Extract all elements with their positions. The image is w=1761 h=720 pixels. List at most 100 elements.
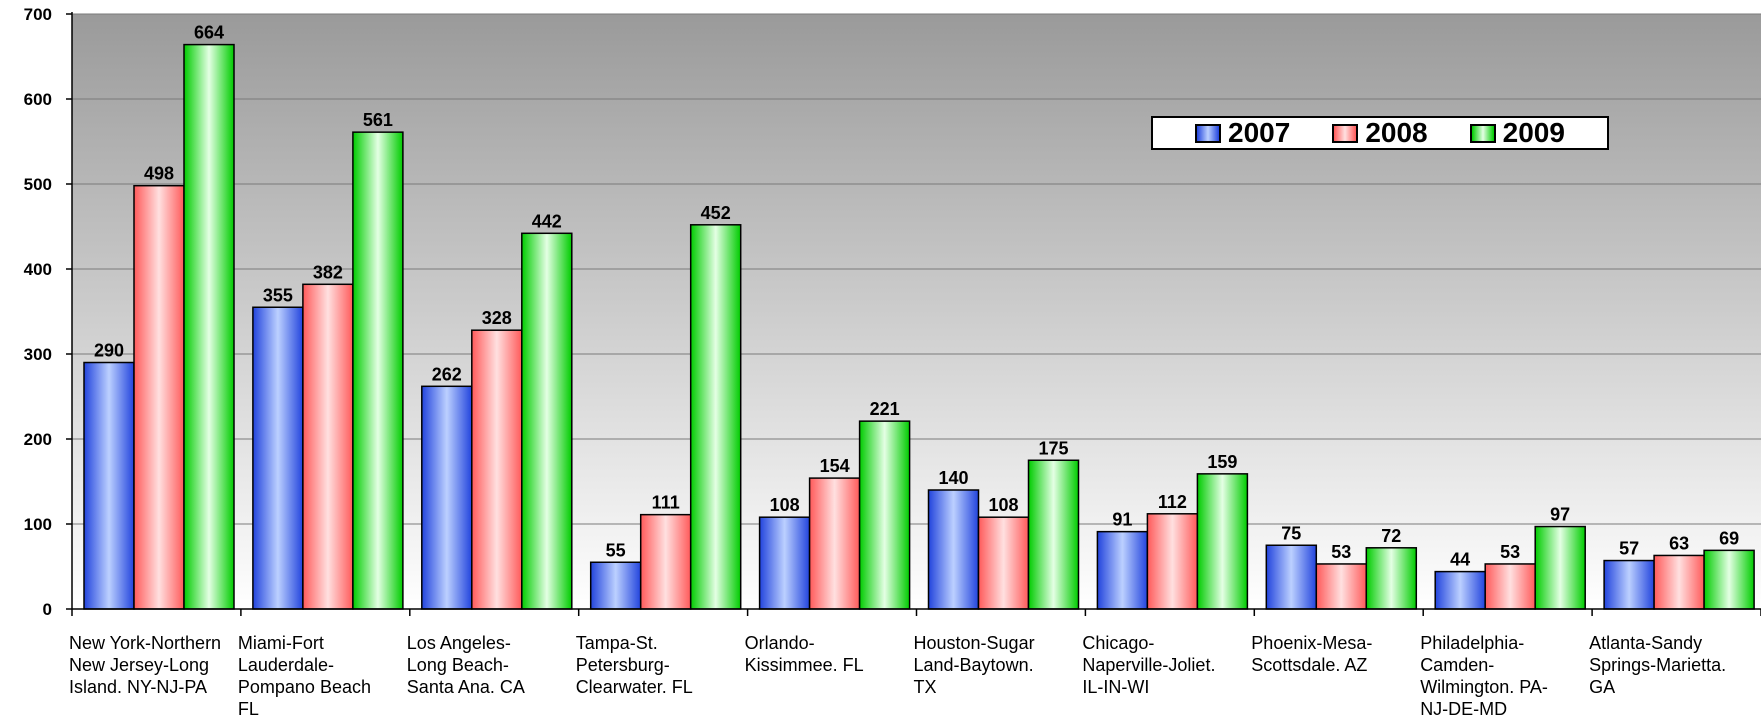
data-label: 69 bbox=[1719, 528, 1739, 548]
x-tick-label-line: Chicago- bbox=[1082, 633, 1155, 653]
x-tick-label-line: Island. NY-NJ-PA bbox=[69, 677, 208, 697]
legend-label-2008: 2008 bbox=[1365, 117, 1428, 148]
y-tick-label: 0 bbox=[43, 600, 52, 619]
bar-2007 bbox=[1096, 530, 1149, 610]
bar-2009 bbox=[689, 224, 742, 610]
x-tick-label-line: Los Angeles- bbox=[406, 633, 511, 653]
bar-2008 bbox=[808, 477, 861, 610]
x-tick-label-line: New Jersey-Long bbox=[69, 655, 210, 675]
y-tick-label: 600 bbox=[24, 90, 52, 109]
x-tick-label-line: Atlanta-Sandy bbox=[1589, 633, 1703, 653]
data-labels: 290 355 262 55 108 140 91 75 44 57 498 382 328 111 154… bbox=[94, 23, 1739, 570]
bar-2007 bbox=[1434, 570, 1486, 610]
x-tick-label-line: IL-IN-WI bbox=[1082, 677, 1150, 697]
bar-2008 bbox=[639, 513, 692, 610]
bar-2009 bbox=[1027, 459, 1080, 610]
bar-2009 bbox=[1534, 525, 1586, 610]
data-label: 112 bbox=[1158, 492, 1187, 512]
data-label: 111 bbox=[652, 493, 680, 513]
x-tick-label-line: Pompano Beach bbox=[237, 677, 371, 697]
x-tick-label: Orlando- Kissimmee. FL bbox=[745, 632, 905, 676]
data-label: 55 bbox=[606, 540, 626, 560]
x-tick-label: Atlanta-Sandy Springs-Marietta. GA bbox=[1589, 632, 1749, 698]
bar-2007 bbox=[1603, 559, 1655, 610]
y-tick-label: 400 bbox=[24, 260, 52, 279]
x-tick-label-line: TX bbox=[913, 677, 937, 697]
bar-2008 bbox=[302, 283, 354, 610]
x-tick-label-line: Scottsdale. AZ bbox=[1251, 655, 1368, 675]
x-tick-label: Houston-Sugar Land-Baytown. TX bbox=[914, 632, 1074, 698]
bar-2008 bbox=[1146, 513, 1199, 610]
legend: 2007 2008 2009 bbox=[1151, 116, 1609, 150]
legend-label-2009: 2009 bbox=[1502, 117, 1565, 148]
x-tick-label-line: GA bbox=[1589, 677, 1616, 697]
data-label: 262 bbox=[432, 364, 462, 384]
bar-2008 bbox=[1315, 563, 1368, 610]
bar-2007 bbox=[927, 489, 980, 610]
data-label: 72 bbox=[1381, 526, 1401, 546]
x-tick-label: New York-Northern New Jersey-Long Island. … bbox=[69, 632, 229, 698]
bar-2008 bbox=[977, 516, 1030, 610]
bars bbox=[83, 43, 1755, 610]
x-tick-label-line: Lauderdale- bbox=[237, 655, 334, 675]
x-tick-label-line: Kissimmee. FL bbox=[744, 655, 864, 675]
data-label: 108 bbox=[770, 495, 800, 515]
data-label: 108 bbox=[988, 495, 1018, 515]
data-label: 53 bbox=[1500, 542, 1520, 562]
bar-2009 bbox=[858, 420, 911, 610]
x-tick-label-line: Clearwater. FL bbox=[575, 677, 693, 697]
x-tick-label-line: Houston-Sugar bbox=[913, 633, 1035, 653]
data-label: 221 bbox=[870, 399, 900, 419]
x-tick-label-line: NJ-DE-MD bbox=[1420, 699, 1508, 719]
x-tick-label-line: Orlando- bbox=[744, 633, 815, 653]
bar-2007 bbox=[83, 361, 135, 610]
data-label: 53 bbox=[1331, 542, 1351, 562]
data-label: 91 bbox=[1112, 510, 1132, 530]
data-label: 57 bbox=[1619, 539, 1639, 559]
x-tick-label-line: Phoenix-Mesa- bbox=[1251, 633, 1373, 653]
bar-2007 bbox=[758, 516, 811, 610]
x-tick-label-line: Camden- bbox=[1420, 655, 1495, 675]
x-tick-label: Chicago- Naperville-Joliet. IL-IN-WI bbox=[1082, 632, 1242, 698]
x-tick-label: Phoenix-Mesa- Scottsdale. AZ bbox=[1251, 632, 1411, 676]
bar-2007 bbox=[589, 561, 642, 610]
bar-2007 bbox=[421, 385, 473, 610]
bar-2008 bbox=[471, 329, 523, 610]
y-tick-label: 100 bbox=[24, 515, 52, 534]
x-tick-label-line: Land-Baytown. bbox=[913, 655, 1034, 675]
data-label: 140 bbox=[938, 468, 968, 488]
y-axis: 0 100 200 300 400 500 600 700 bbox=[24, 5, 73, 619]
bar-2008 bbox=[133, 184, 185, 610]
data-label: 498 bbox=[144, 164, 174, 184]
x-tick-label-line: Tampa-St. bbox=[575, 633, 658, 653]
legend-swatch-2007 bbox=[1195, 123, 1222, 143]
data-label: 561 bbox=[363, 110, 393, 130]
x-tick-label-line: Santa Ana. CA bbox=[406, 677, 525, 697]
data-label: 63 bbox=[1669, 533, 1689, 553]
x-axis bbox=[71, 608, 1761, 616]
legend-item-2007: 2007 bbox=[1195, 117, 1290, 149]
x-tick-label-line: Springs-Marietta. bbox=[1589, 655, 1727, 675]
data-label: 97 bbox=[1550, 505, 1570, 525]
legend-swatch-2009 bbox=[1469, 123, 1496, 143]
legend-item-2009: 2009 bbox=[1469, 117, 1565, 149]
x-tick-label-line: FL bbox=[237, 699, 259, 719]
data-label: 75 bbox=[1281, 523, 1301, 543]
data-label: 175 bbox=[1038, 438, 1068, 458]
x-tick-label-line: Miami-Fort bbox=[237, 633, 324, 653]
y-tick-label: 500 bbox=[24, 175, 52, 194]
bar-2009 bbox=[352, 131, 404, 610]
bar-2008 bbox=[1484, 563, 1536, 610]
legend-item-2008: 2008 bbox=[1332, 117, 1428, 149]
data-label: 452 bbox=[701, 203, 731, 223]
bar-2007 bbox=[1265, 544, 1318, 610]
bar-2009 bbox=[521, 232, 573, 610]
x-tick-label-line: Philadelphia- bbox=[1420, 633, 1525, 653]
y-tick-label: 700 bbox=[24, 5, 52, 24]
bar-2009 bbox=[1365, 547, 1418, 610]
x-tick-label-line: New York-Northern bbox=[69, 633, 222, 653]
x-tick-label: Philadelphia- Camden- Wilmington. PA- NJ-DE… bbox=[1420, 632, 1580, 720]
x-tick-label: Miami-Fort Lauderdale- Pompano Beach FL bbox=[238, 632, 398, 720]
data-label: 159 bbox=[1207, 452, 1237, 472]
x-tick-label-line: Long Beach- bbox=[406, 655, 509, 675]
